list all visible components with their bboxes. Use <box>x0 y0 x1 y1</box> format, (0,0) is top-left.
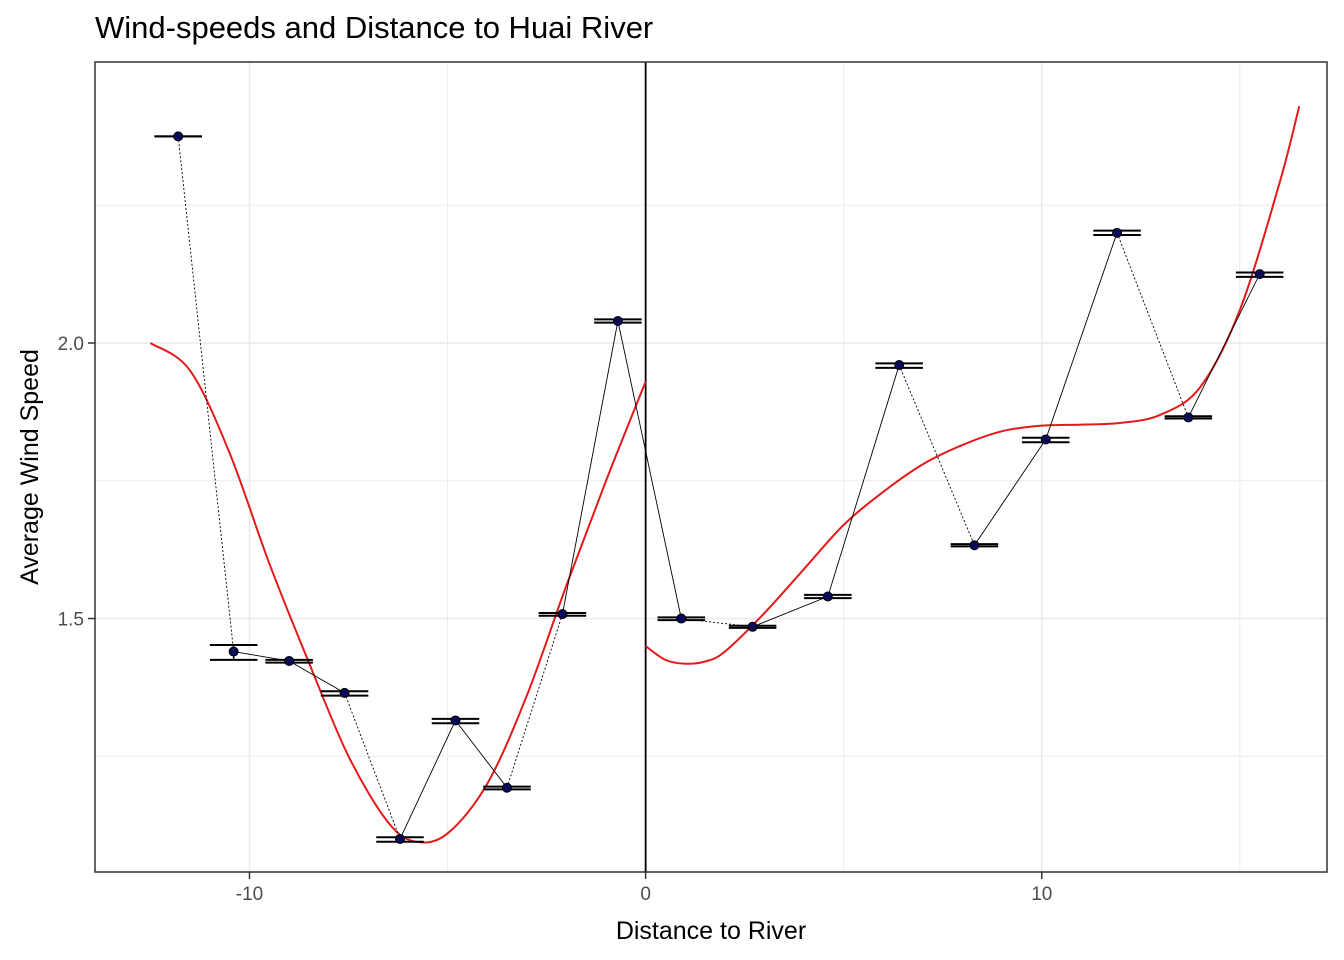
connecting-line <box>617 320 682 619</box>
x-axis-title: Distance to River <box>616 917 806 945</box>
data-point <box>822 591 833 602</box>
chart-title: Wind-speeds and Distance to Huai River <box>95 10 654 45</box>
y-axis-title: Average Wind Speed <box>16 349 44 585</box>
data-point <box>450 715 461 726</box>
data-point <box>1254 269 1265 280</box>
data-point <box>894 360 905 371</box>
connecting-line <box>752 596 829 628</box>
data-point <box>557 609 568 620</box>
connecting-line <box>1045 232 1118 440</box>
data-point <box>284 655 295 666</box>
connecting-line <box>827 364 900 597</box>
data-point <box>1040 434 1051 445</box>
x-tick-label: 0 <box>640 884 651 905</box>
connecting-line <box>1116 232 1189 418</box>
connect-layer <box>177 136 1261 840</box>
connecting-line <box>288 660 345 694</box>
data-point <box>747 621 758 632</box>
point-layer <box>173 131 1265 844</box>
connecting-line <box>898 364 975 546</box>
plot-background <box>95 62 1327 872</box>
data-point <box>1183 412 1194 423</box>
plot-border <box>94 61 1328 873</box>
x-tick-label: -10 <box>236 884 263 905</box>
data-point <box>969 540 980 551</box>
data-point <box>173 131 184 142</box>
connecting-line <box>562 320 619 615</box>
y-tick-label: 1.5 <box>58 610 84 631</box>
connecting-line <box>399 720 456 840</box>
tick-layer: -10 0 10 1.5 2.0 <box>58 334 1053 905</box>
data-point <box>339 687 350 698</box>
y-tick-label: 2.0 <box>58 334 84 355</box>
data-point <box>395 833 406 844</box>
connecting-line <box>1187 273 1261 418</box>
data-point <box>228 646 239 657</box>
connecting-line <box>974 439 1047 546</box>
data-point <box>676 613 687 624</box>
data-point <box>612 315 623 326</box>
x-tick-label: 10 <box>1031 884 1052 905</box>
connecting-line <box>455 720 508 788</box>
data-point <box>501 782 512 793</box>
data-point <box>1112 227 1123 238</box>
